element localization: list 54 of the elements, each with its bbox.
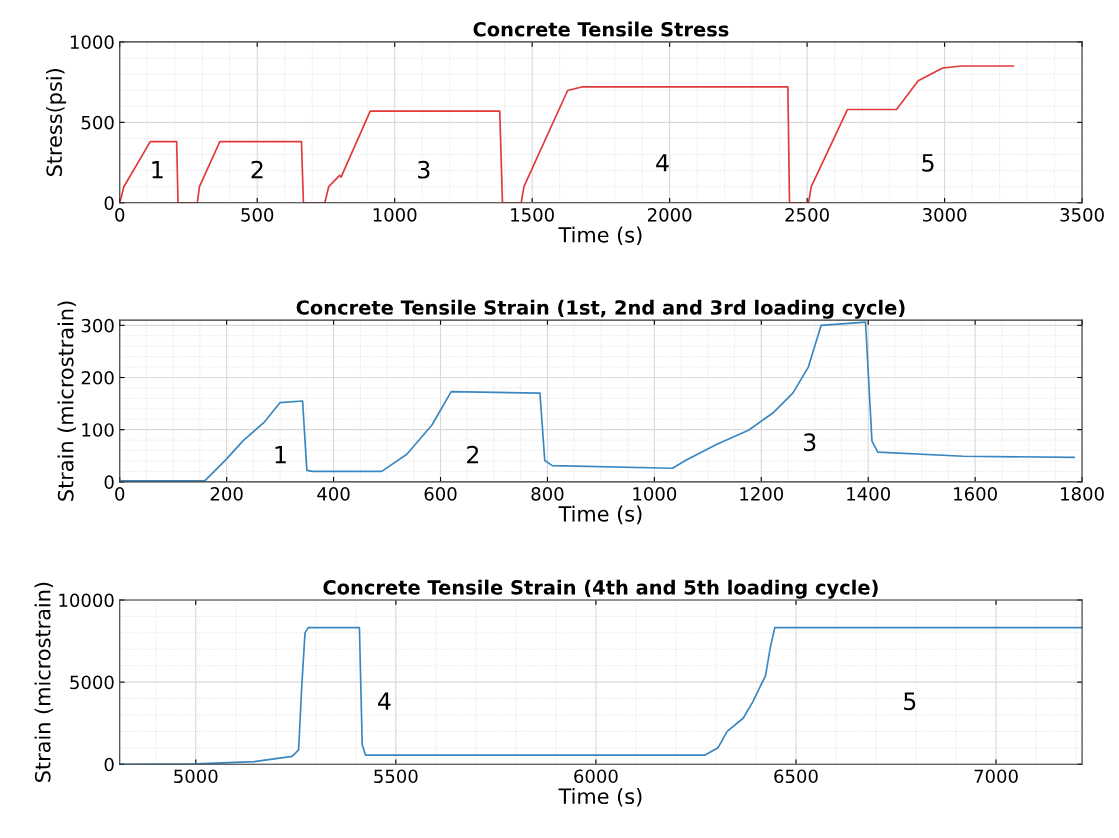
x-axis-title: Time (s) xyxy=(558,505,642,525)
y-axis-title: Strain (microstrain) xyxy=(57,301,77,501)
y-tick-label: 500 xyxy=(81,115,114,130)
x-tick-label: 400 xyxy=(317,487,350,501)
x-tick-label: 6000 xyxy=(574,769,618,784)
x-tick-label: 2500 xyxy=(785,207,829,222)
y-tick-label: 1000 xyxy=(70,35,114,50)
y-axis-title: Stress(psi) xyxy=(45,69,67,177)
x-tick-label: 7000 xyxy=(974,769,1018,784)
y-tick-label: 200 xyxy=(81,370,114,385)
x-tick-label: 3500 xyxy=(1060,207,1104,222)
x-tick-label: 5500 xyxy=(374,769,418,784)
x-axis-title: Time (s) xyxy=(558,787,642,807)
x-tick-label: 1600 xyxy=(954,487,997,501)
x-tick-label: 1400 xyxy=(847,487,890,501)
chart-title: Concrete Tensile Strain (4th and 5th loading cycle) xyxy=(323,579,878,599)
x-tick-label: 1000 xyxy=(373,207,417,222)
annotation: 3 xyxy=(418,160,430,179)
annotation: 3 xyxy=(804,433,816,452)
x-tick-label: 5000 xyxy=(174,769,218,784)
y-tick-label: 300 xyxy=(81,318,114,333)
x-tick-label: 600 xyxy=(424,487,457,501)
x-tick-label: 1000 xyxy=(633,487,677,501)
y-tick-label: 5000 xyxy=(70,675,114,690)
annotation: 2 xyxy=(251,160,263,179)
annotation: 2 xyxy=(467,445,479,464)
line-series xyxy=(119,321,1075,482)
annotation: 4 xyxy=(378,692,391,710)
x-tick-label: 6500 xyxy=(774,769,818,784)
x-tick-label: 500 xyxy=(241,207,274,222)
y-axis-title: Strain (microstrain) xyxy=(34,582,54,782)
y-tick-label: 100 xyxy=(82,423,114,437)
y-tick-label: 0 xyxy=(104,196,114,210)
chart-title: Concrete Tensile Stress xyxy=(473,21,729,37)
y-tick-label: 10000 xyxy=(59,593,114,608)
x-tick-label: 1800 xyxy=(1061,487,1104,501)
x-tick-label: 1500 xyxy=(511,207,554,222)
x-tick-label: 800 xyxy=(531,487,564,501)
annotation: 4 xyxy=(656,154,669,172)
annotation: 1 xyxy=(152,161,163,179)
y-tick-label: 0 xyxy=(104,475,114,489)
chart-title: Concrete Tensile Strain (1st, 2nd and 3rd loading cycle) xyxy=(296,299,905,319)
annotation: 5 xyxy=(922,154,934,172)
x-tick-label: 2000 xyxy=(647,207,692,222)
x-tick-label: 3000 xyxy=(923,207,967,222)
annotation: 5 xyxy=(904,692,916,711)
x-tick-label: 0 xyxy=(115,487,125,501)
x-tick-label: 1200 xyxy=(740,487,784,501)
annotation: 1 xyxy=(275,446,286,464)
line-series xyxy=(119,65,1015,203)
x-tick-label: 200 xyxy=(210,487,243,501)
x-axis-title: Time (s) xyxy=(558,226,642,246)
x-tick-label: 0 xyxy=(115,207,125,222)
y-tick-label: 0 xyxy=(104,757,114,772)
